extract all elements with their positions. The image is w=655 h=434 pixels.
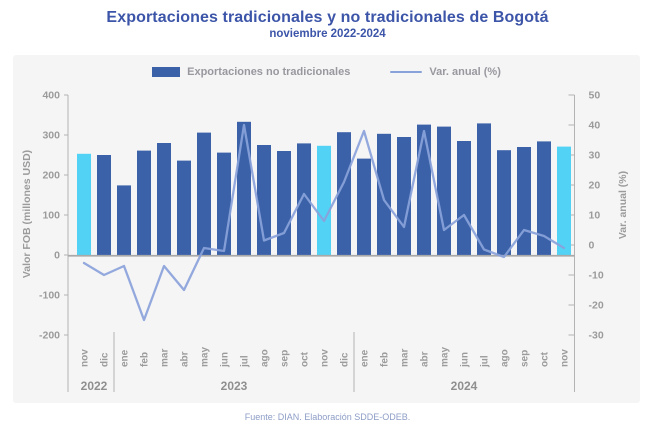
variation-line bbox=[82, 123, 566, 322]
month-label: jun bbox=[220, 352, 231, 368]
legend-item-line: Var. anual (%) bbox=[390, 66, 501, 78]
chart-subtitle: noviembre 2022-2024 bbox=[269, 28, 386, 40]
right-axis: 50 40 30 20 10 0 -10 -20 -30 bbox=[568, 90, 604, 342]
month-label: dic bbox=[340, 352, 351, 367]
month-label: oct bbox=[540, 351, 551, 367]
left-tick-label: 100 bbox=[42, 210, 60, 222]
bar-dic bbox=[97, 155, 111, 255]
month-label: jul bbox=[480, 355, 491, 368]
legend-bar-label: Exportaciones no tradicionales bbox=[187, 66, 351, 78]
right-tick-label: 20 bbox=[589, 180, 601, 192]
bar-jun bbox=[217, 152, 231, 255]
month-label: sep bbox=[520, 350, 531, 367]
year-groups: 2022 2023 2024 bbox=[81, 332, 478, 393]
left-tick-label: 300 bbox=[42, 130, 60, 142]
month-label: nov bbox=[560, 349, 571, 367]
left-axis: 400 300 200 100 0 -100 -200 bbox=[39, 90, 68, 342]
legend: Exportaciones no tradicionales Var. anua… bbox=[13, 62, 640, 82]
month-label: ene bbox=[360, 349, 371, 367]
bar-mar bbox=[157, 143, 171, 255]
month-label: dic bbox=[100, 352, 111, 367]
legend-line-label: Var. anual (%) bbox=[429, 66, 501, 78]
month-label: may bbox=[440, 347, 451, 367]
bar-swatch-icon bbox=[152, 67, 181, 77]
right-tick-label: 40 bbox=[589, 120, 601, 132]
month-label: ago bbox=[500, 349, 511, 367]
right-tick-label: 0 bbox=[589, 240, 595, 252]
bar-dic bbox=[337, 132, 351, 255]
bar-jun bbox=[457, 141, 471, 255]
bars bbox=[77, 121, 571, 256]
left-axis-title: Valor FOB (millones USD) bbox=[21, 150, 33, 278]
bar-oct bbox=[297, 143, 311, 255]
bar-may bbox=[437, 126, 451, 255]
month-label: abr bbox=[180, 351, 191, 367]
month-label: nov bbox=[80, 349, 91, 367]
month-label: nov bbox=[320, 349, 331, 367]
right-tick-label: 10 bbox=[589, 210, 601, 222]
month-label: jul bbox=[240, 355, 251, 368]
right-tick-label: -30 bbox=[589, 330, 604, 342]
right-tick-label: 30 bbox=[589, 150, 601, 162]
left-tick-label: 400 bbox=[42, 90, 60, 102]
month-labels: nov dic ene feb mar abr may jun jul ago sep oct nov d… bbox=[80, 347, 571, 368]
bar-may bbox=[197, 132, 211, 255]
month-label: mar bbox=[160, 349, 171, 367]
bar-nov bbox=[317, 145, 331, 255]
bar-ago bbox=[257, 145, 271, 255]
bar-ene bbox=[357, 158, 371, 255]
bar-mar bbox=[397, 137, 411, 255]
bar-nov bbox=[557, 146, 571, 255]
bar-sep bbox=[277, 151, 291, 255]
month-label: abr bbox=[420, 351, 431, 367]
line-swatch-icon bbox=[390, 71, 423, 73]
month-label: oct bbox=[300, 351, 311, 367]
bar-abr bbox=[177, 160, 191, 255]
bar-ago bbox=[497, 150, 511, 255]
source-note: Fuente: DIAN. Elaboración SDDE-ODEB. bbox=[244, 412, 411, 422]
bar-nov bbox=[77, 153, 91, 255]
bar-jul bbox=[237, 121, 251, 255]
month-label: ago bbox=[260, 349, 271, 367]
year-label-2022: 2022 bbox=[81, 379, 108, 393]
legend-item-bars: Exportaciones no tradicionales bbox=[152, 66, 350, 78]
month-label: feb bbox=[380, 352, 391, 367]
right-tick-label: 50 bbox=[589, 90, 601, 102]
chart-title: Exportaciones tradicionales y no tradici… bbox=[106, 9, 549, 26]
right-tick-label: -20 bbox=[589, 300, 604, 312]
right-tick-label: -10 bbox=[589, 270, 604, 282]
bar-abr bbox=[417, 124, 431, 255]
bar-ene bbox=[117, 185, 131, 255]
month-label: mar bbox=[400, 349, 411, 367]
month-label: may bbox=[200, 347, 211, 367]
month-label: feb bbox=[140, 352, 151, 367]
month-label: jun bbox=[460, 352, 471, 368]
year-label-2024: 2024 bbox=[451, 379, 478, 393]
left-tick-label: 0 bbox=[54, 250, 60, 262]
bar-sep bbox=[517, 147, 531, 255]
bar-feb bbox=[137, 150, 151, 255]
bar-jul bbox=[477, 123, 491, 256]
left-tick-label: 200 bbox=[42, 170, 60, 182]
right-axis-title: Var. anual (%) bbox=[617, 171, 629, 239]
year-label-2023: 2023 bbox=[221, 379, 248, 393]
month-label: ene bbox=[120, 349, 131, 367]
month-label: sep bbox=[280, 350, 291, 367]
bar-feb bbox=[377, 133, 391, 255]
left-tick-label: -200 bbox=[39, 330, 60, 342]
left-tick-label: -100 bbox=[39, 290, 60, 302]
bar-oct bbox=[537, 141, 551, 255]
